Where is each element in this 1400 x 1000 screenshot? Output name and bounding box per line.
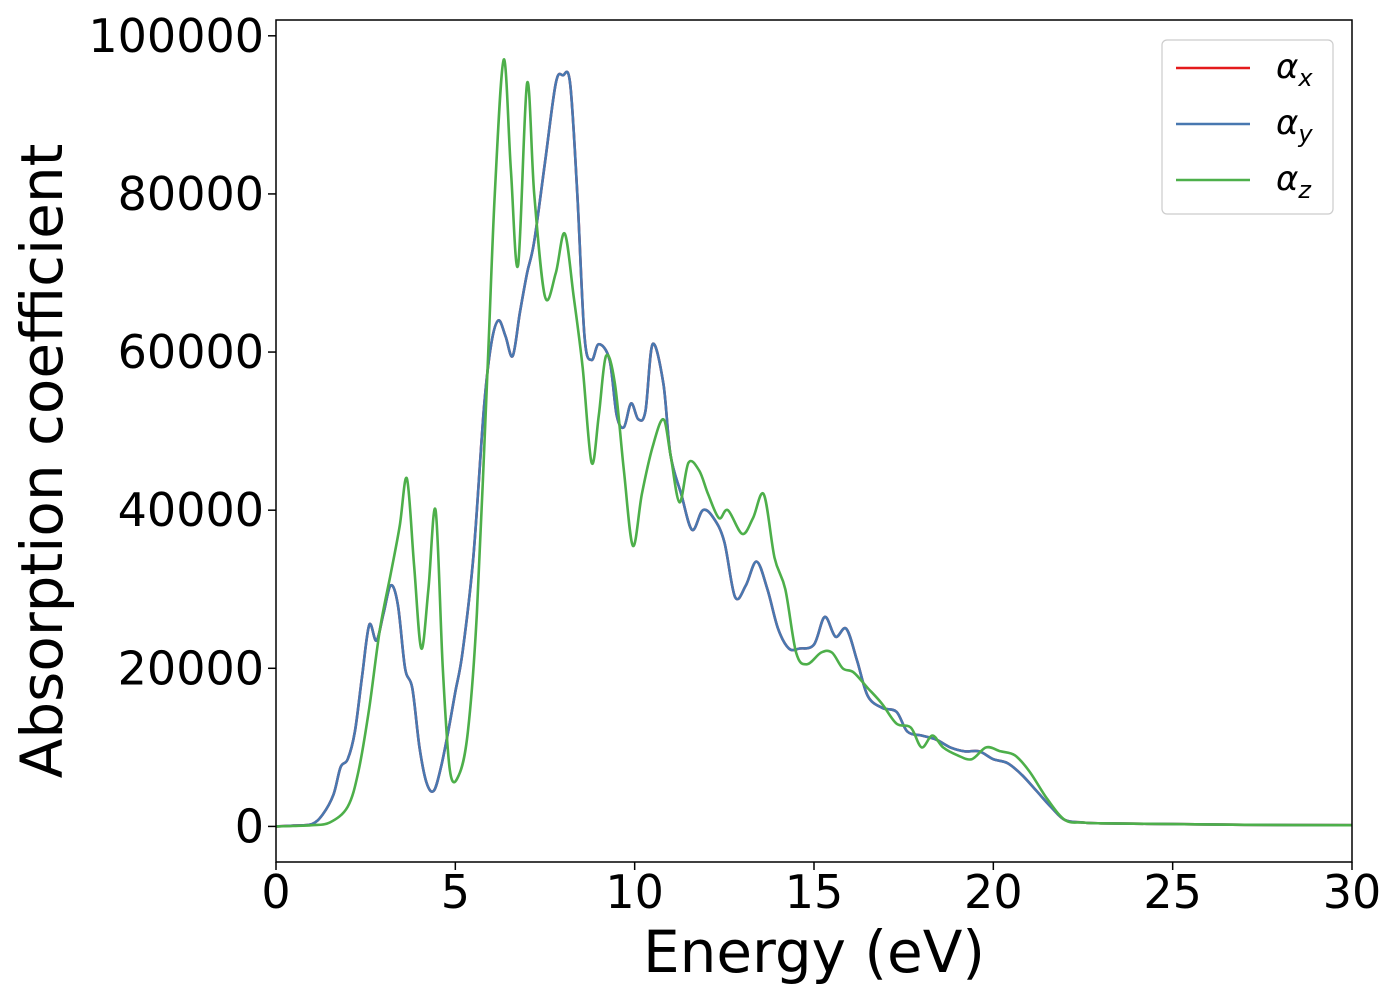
y-tick-label: 0 [235, 799, 264, 853]
y-tick-label: 60000 [118, 325, 264, 379]
plot-frame [275, 19, 1353, 863]
y-tick-label: 100000 [88, 9, 264, 63]
x-axis-label: Energy (eV) [643, 918, 985, 986]
x-tick-label: 25 [1143, 865, 1202, 919]
y-tick-label: 40000 [118, 483, 264, 537]
x-tick-label: 5 [441, 865, 470, 919]
axis-ticks: 0 5 10 15 20 25 30 0 20000 40000 60000 80000 100000 [88, 9, 1381, 919]
series-line-z [275, 58, 1353, 828]
y-axis-label: Absorption coefficient [8, 144, 76, 779]
plot-lines [275, 58, 1353, 828]
x-tick-label: 15 [785, 865, 844, 919]
legend-box [1161, 39, 1334, 215]
x-tick-label: 30 [1323, 865, 1382, 919]
y-tick-label: 20000 [118, 641, 264, 695]
x-tick-label: 20 [964, 865, 1023, 919]
x-tick-label: 0 [261, 865, 290, 919]
legend-label-x: αx [1276, 47, 1313, 92]
x-tick-label: 10 [605, 865, 664, 919]
y-tick-label: 80000 [118, 167, 264, 221]
